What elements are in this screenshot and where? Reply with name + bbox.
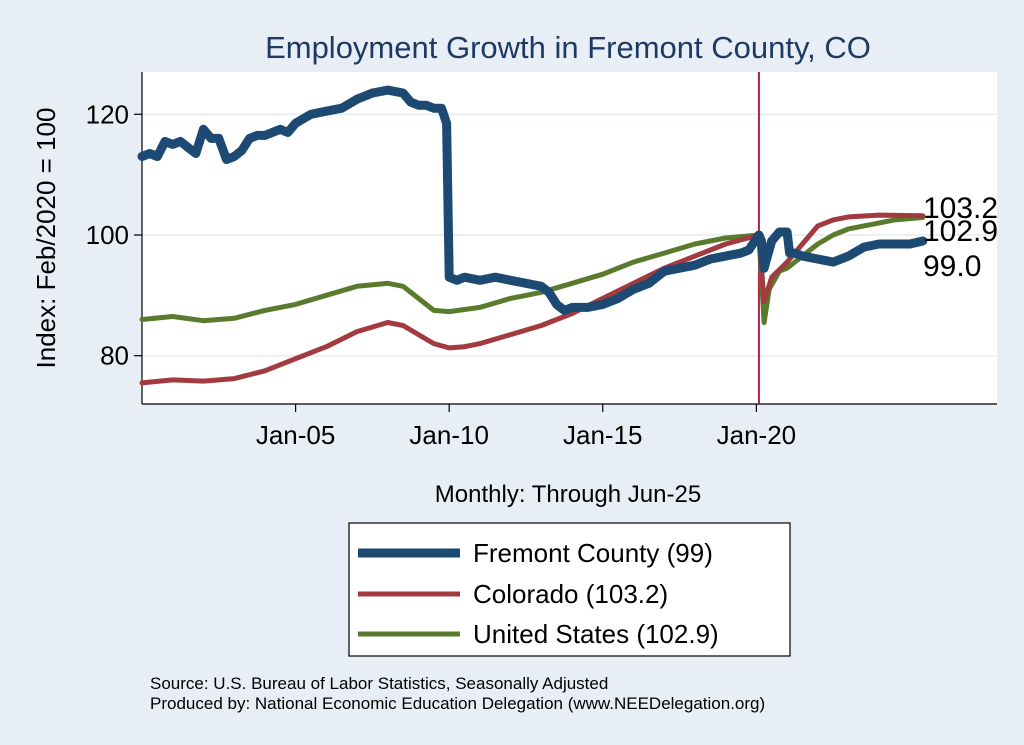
source-note: Source: U.S. Bureau of Labor Statistics,… <box>150 674 608 693</box>
series-line <box>137 85 928 315</box>
x-tick-label: Jan-15 <box>563 420 643 450</box>
series-lines <box>137 85 928 386</box>
series-line <box>139 215 926 325</box>
legend-label: Fremont County (99) <box>473 538 713 568</box>
y-tick-label: 100 <box>86 220 129 250</box>
legend: Fremont County (99) Colorado (103.2) Unite… <box>348 522 791 657</box>
end-label: 99.0 <box>923 250 981 283</box>
end-label: 102.9 <box>923 215 998 248</box>
producer-note: Produced by: National Economic Education… <box>150 694 765 713</box>
chart-title: Employment Growth in Fremont County, CO <box>265 30 871 65</box>
y-tick-label: 120 <box>86 99 129 129</box>
legend-label: Colorado (103.2) <box>473 579 668 609</box>
grid <box>142 113 997 357</box>
legend-label: United States (102.9) <box>473 619 719 649</box>
end-label: 103.2 <box>923 192 998 225</box>
y-tick-label: 80 <box>100 341 129 371</box>
x-tick-label: Jan-05 <box>256 420 336 450</box>
x-tick-label: Jan-10 <box>409 420 489 450</box>
plot-area <box>142 72 997 404</box>
x-tick-label: Jan-20 <box>717 420 797 450</box>
y-axis-title: Index: Feb/2020 = 100 <box>31 108 61 369</box>
axes: 80 100 120 Jan-05 Jan-10 Jan-15 Jan-20 <box>86 72 997 450</box>
x-axis-note: Monthly: Through Jun-25 <box>435 481 701 508</box>
